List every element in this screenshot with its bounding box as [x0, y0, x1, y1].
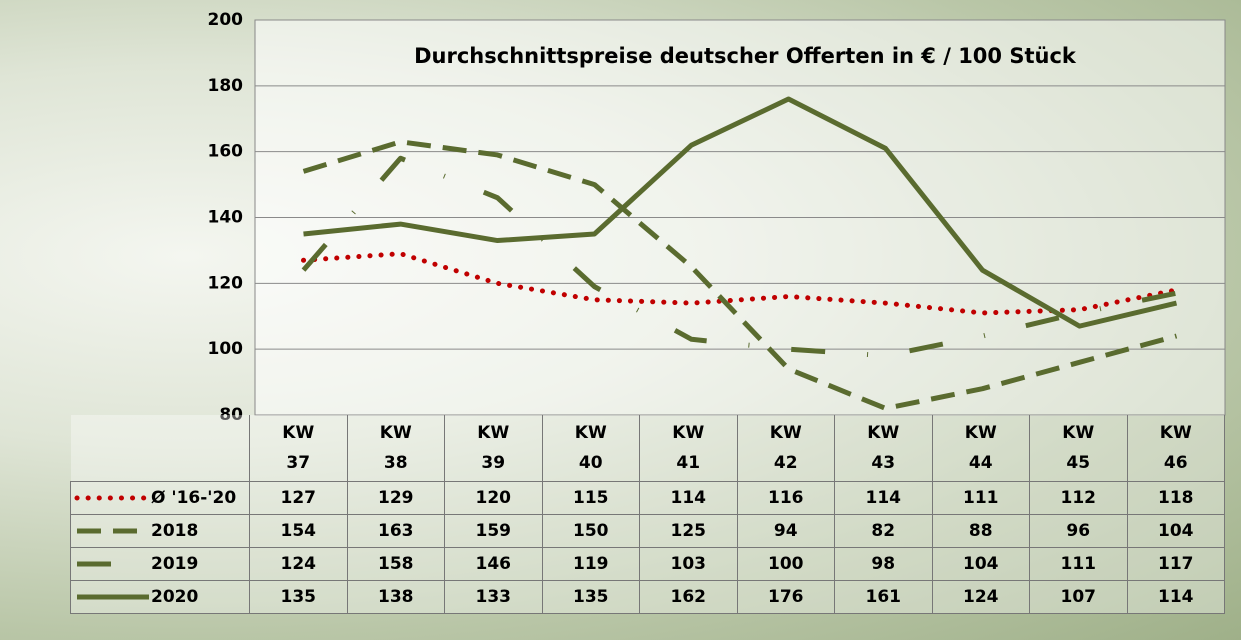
- value-cell: 176: [736, 580, 835, 614]
- y-tick-label: 180: [208, 76, 244, 96]
- value-cell: 120: [444, 481, 543, 515]
- value-cell: 127: [249, 481, 348, 515]
- legend-swatch: [74, 495, 152, 501]
- value-cell: 107: [1029, 580, 1128, 614]
- legend-label: 2020: [151, 587, 199, 607]
- legend-label: 2019: [151, 554, 199, 574]
- category-cell: KW 44: [931, 415, 1030, 482]
- value-cell: 88: [931, 514, 1030, 548]
- y-tick-label: 160: [208, 142, 244, 162]
- category-label: KW 40: [574, 423, 607, 473]
- category-label: KW 44: [964, 423, 997, 473]
- value-cell: 118: [1126, 481, 1225, 515]
- category-cell: KW 46: [1126, 415, 1225, 482]
- value-cell: 138: [346, 580, 445, 614]
- legend-cell: 2020: [70, 580, 250, 614]
- chart-title: Durchschnittspreise deutscher Offerten i…: [414, 44, 1077, 68]
- y-tick-label: 140: [208, 208, 244, 228]
- category-cell: KW 40: [541, 415, 640, 482]
- value-cell: 98: [834, 547, 933, 581]
- series-row: 2020 135 138 133 135 162 176 161 124 107 114: [70, 580, 1225, 614]
- value-cell: 146: [444, 547, 543, 581]
- series-row: 2019 124 158 146 119 103 100 98 104 111 117: [70, 547, 1225, 581]
- category-cell: KW 43: [834, 415, 933, 482]
- value-cell: 119: [541, 547, 640, 581]
- value-cell: 159: [444, 514, 543, 548]
- y-tick-label: 120: [208, 273, 244, 293]
- value-cell: 150: [541, 514, 640, 548]
- value-cell: 114: [834, 481, 933, 515]
- legend-cell: 2018: [70, 514, 250, 548]
- y-tick-label: 80: [219, 405, 243, 425]
- value-cell: 135: [249, 580, 348, 614]
- y-tick-label: 100: [208, 339, 244, 359]
- value-cell: 104: [1126, 514, 1225, 548]
- legend-cell: Ø '16-'20: [70, 481, 250, 515]
- legend-label: 2018: [151, 521, 199, 541]
- series-line: [303, 96, 1178, 329]
- value-cell: 163: [346, 514, 445, 548]
- value-cell: 161: [834, 580, 933, 614]
- series-line: [301, 251, 1179, 316]
- value-cell: 114: [1126, 580, 1225, 614]
- category-cell: KW 37: [249, 415, 348, 482]
- series-row: Ø '16-'20 127 129 120 115 114 116 114 111 112 118: [70, 481, 1225, 515]
- series-row: 2018 154 163 159 150 125 94 82 88 96 104: [70, 514, 1225, 548]
- value-cell: 104: [931, 547, 1030, 581]
- category-cell: KW 45: [1029, 415, 1128, 482]
- value-cell: 112: [1029, 481, 1128, 515]
- series-line: [302, 139, 1178, 411]
- value-cell: 117: [1126, 547, 1225, 581]
- value-cell: 111: [931, 481, 1030, 515]
- value-cell: 94: [736, 514, 835, 548]
- value-cell: 116: [736, 481, 835, 515]
- value-cell: 100: [736, 547, 835, 581]
- value-cell: 125: [639, 514, 738, 548]
- legend-swatch: [77, 528, 149, 534]
- data-table: KW 37 KW 38 KW 39 KW 40 KW 41 KW 42 KW 43 KW 44…: [70, 415, 1225, 614]
- category-label: KW 45: [1062, 423, 1095, 473]
- value-cell: 158: [346, 547, 445, 581]
- legend-swatch: [77, 561, 149, 567]
- category-label: KW 46: [1159, 423, 1192, 473]
- value-cell: 115: [541, 481, 640, 515]
- value-cell: 133: [444, 580, 543, 614]
- value-cell: 162: [639, 580, 738, 614]
- value-cell: 96: [1029, 514, 1128, 548]
- value-cell: 124: [249, 547, 348, 581]
- legend-swatch: [77, 594, 149, 600]
- category-cell: KW 42: [736, 415, 835, 482]
- value-cell: 154: [249, 514, 348, 548]
- value-cell: 111: [1029, 547, 1128, 581]
- value-cell: 129: [346, 481, 445, 515]
- header-row: KW 37 KW 38 KW 39 KW 40 KW 41 KW 42 KW 43 KW 44…: [70, 415, 1225, 482]
- value-cell: 103: [639, 547, 738, 581]
- category-label: KW 38: [379, 423, 412, 473]
- legend-label: Ø '16-'20: [151, 488, 237, 508]
- series-line: [301, 155, 1177, 359]
- value-cell: 114: [639, 481, 738, 515]
- category-cell: KW 39: [444, 415, 543, 482]
- category-label: KW 43: [867, 423, 900, 473]
- category-label: KW 37: [282, 423, 315, 473]
- corner: [70, 415, 250, 482]
- category-label: KW 42: [769, 423, 802, 473]
- category-label: KW 41: [672, 423, 705, 473]
- category-cell: KW 41: [639, 415, 738, 482]
- value-cell: 124: [931, 580, 1030, 614]
- legend-cell: 2019: [70, 547, 250, 581]
- value-cell: 82: [834, 514, 933, 548]
- category-label: KW 39: [477, 423, 510, 473]
- y-tick-label: 200: [208, 10, 244, 30]
- category-cell: KW 38: [346, 415, 445, 482]
- value-cell: 135: [541, 580, 640, 614]
